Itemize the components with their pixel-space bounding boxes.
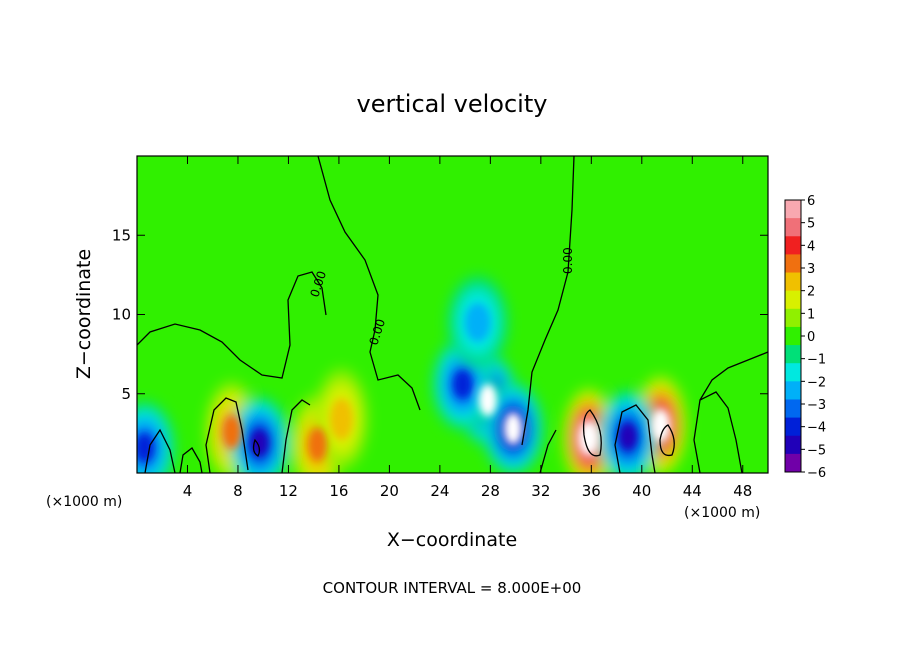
x-origin-unit: (×1000 m) xyxy=(46,494,122,510)
zero-contour-lines xyxy=(137,156,768,473)
zero-contour xyxy=(582,409,602,457)
zero-contour xyxy=(252,438,261,457)
colorbar-swatch xyxy=(785,399,801,419)
colorbar-label: 6 xyxy=(807,194,815,209)
zero-contour xyxy=(205,397,249,473)
updraft-region xyxy=(307,427,327,462)
downdraft-region xyxy=(619,423,637,450)
downdraft-core xyxy=(478,384,497,417)
downdraft-core xyxy=(504,412,523,445)
colorbar-swatch xyxy=(785,272,801,292)
colorbar-swatch xyxy=(785,417,801,437)
downdraft-region xyxy=(453,370,472,399)
colorbar-label: −5 xyxy=(807,443,826,458)
chart-title: vertical velocity xyxy=(357,90,548,118)
velocity-field: 0.00 0.00 0.00 xyxy=(137,156,768,473)
colorbar-swatch xyxy=(785,254,801,274)
colorbar: 6 5 4 3 2 1 0 −1 −2 −3 −4 −5 −6 xyxy=(784,194,826,481)
colorbar-swatch xyxy=(785,345,801,364)
colorbar-swatch xyxy=(785,218,801,237)
colorbar-swatch xyxy=(785,435,801,455)
x-axis: 4 8 12 16 20 24 28 32 36 40 44 48 xyxy=(183,156,752,500)
downdraft-region xyxy=(251,430,268,456)
x-tick-label: 20 xyxy=(380,482,399,500)
colorbar-swatch xyxy=(785,290,801,310)
x-tick-label: 44 xyxy=(683,482,702,500)
colorbar-label: 5 xyxy=(807,217,815,232)
y-tick-label: 10 xyxy=(112,306,131,324)
x-tick-label: 24 xyxy=(430,482,449,500)
colorbar-label: 4 xyxy=(807,239,815,254)
zero-contour xyxy=(521,156,575,446)
zero-contour xyxy=(659,424,675,457)
x-tick-label: 8 xyxy=(233,482,243,500)
downdraft-region xyxy=(137,433,154,462)
updraft-core xyxy=(579,422,598,455)
zero-contour xyxy=(699,351,768,401)
y-axis: 5 10 15 xyxy=(112,226,768,403)
colorbar-swatch xyxy=(785,381,801,400)
updraft-region xyxy=(330,398,353,440)
x-tick-label: 36 xyxy=(582,482,601,500)
colorbar-label: −6 xyxy=(807,466,826,481)
contour-interval-note: CONTOUR INTERVAL = 8.000E+00 xyxy=(323,579,582,597)
zero-contour xyxy=(693,391,743,473)
x-axis-unit: (×1000 m) xyxy=(684,505,760,521)
downdraft-region xyxy=(465,303,491,342)
x-tick-label: 28 xyxy=(481,482,500,500)
zero-contour xyxy=(317,156,421,411)
colorbar-swatch xyxy=(785,363,801,382)
zero-contour xyxy=(614,404,656,473)
x-tick-label: 48 xyxy=(733,482,752,500)
colorbar-label: −2 xyxy=(807,375,826,390)
colorbar-label: −3 xyxy=(807,398,826,413)
colorbar-label: 1 xyxy=(807,307,815,322)
zero-contour xyxy=(137,271,327,379)
y-tick-label: 5 xyxy=(121,385,131,403)
colorbar-swatch xyxy=(785,326,801,346)
x-tick-label: 4 xyxy=(183,482,193,500)
updraft-core xyxy=(651,409,670,442)
updraft-region xyxy=(222,414,242,449)
colorbar-label: −4 xyxy=(807,421,826,436)
colorbar-swatch xyxy=(785,200,801,219)
zero-contour xyxy=(179,447,203,473)
x-tick-label: 40 xyxy=(632,482,651,500)
zero-contour xyxy=(144,428,176,473)
contour-label: 0.00 xyxy=(561,247,575,274)
colorbar-swatch xyxy=(785,308,801,328)
x-axis-label: X−coordinate xyxy=(387,529,517,551)
colorbar-label: 3 xyxy=(807,262,815,277)
y-axis-label: Z−coordinate xyxy=(73,249,95,379)
x-tick-label: 16 xyxy=(329,482,348,500)
zero-contour xyxy=(539,429,557,473)
y-tick-label: 15 xyxy=(112,226,131,244)
colorbar-label: 2 xyxy=(807,285,815,300)
zero-contour xyxy=(281,399,311,473)
x-tick-label: 12 xyxy=(279,482,298,500)
colorbar-label: 0 xyxy=(807,330,815,345)
colorbar-label: −1 xyxy=(807,353,826,368)
x-tick-label: 32 xyxy=(531,482,550,500)
colorbar-swatch xyxy=(785,236,801,255)
colorbar-swatch xyxy=(785,453,801,473)
